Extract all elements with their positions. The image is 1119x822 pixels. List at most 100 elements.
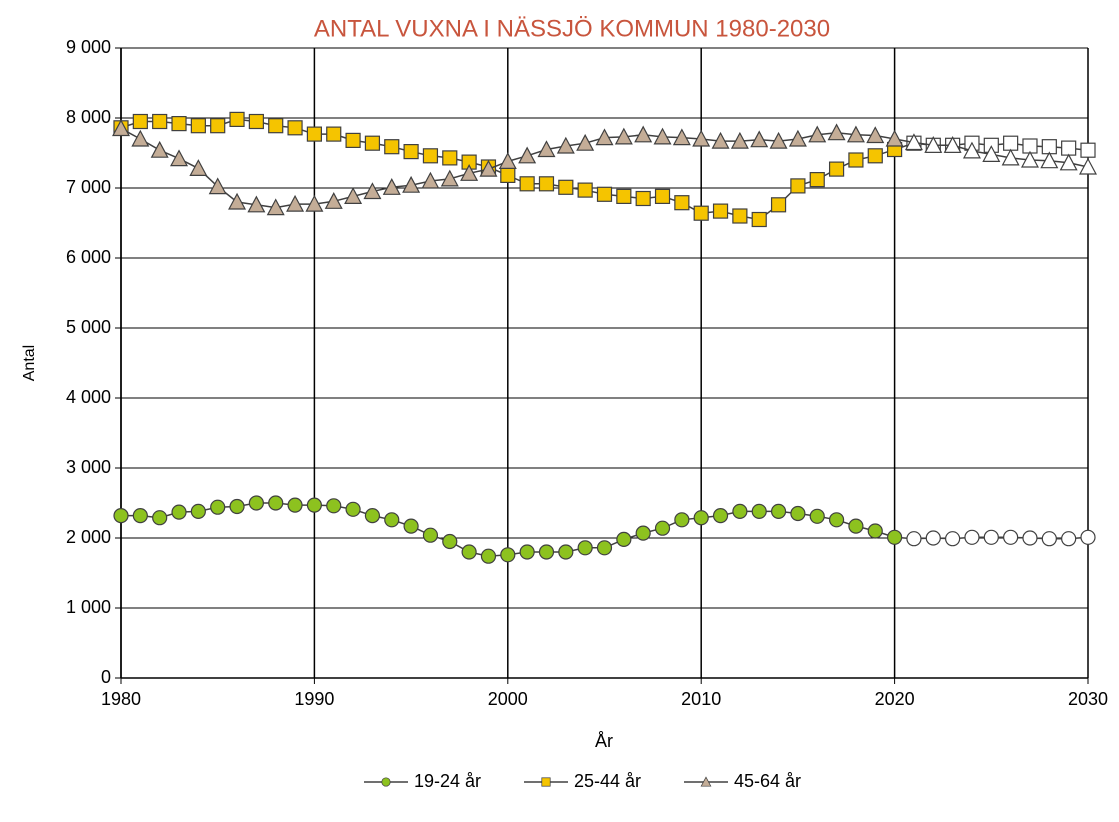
marker bbox=[983, 529, 999, 545]
marker bbox=[189, 159, 208, 176]
marker bbox=[790, 505, 806, 522]
marker bbox=[305, 194, 324, 212]
marker bbox=[616, 188, 632, 204]
marker bbox=[925, 530, 941, 546]
marker bbox=[384, 512, 400, 528]
x-tick-label: 2020 bbox=[875, 689, 915, 709]
marker bbox=[692, 129, 711, 147]
marker bbox=[674, 512, 690, 528]
marker bbox=[286, 194, 305, 212]
marker bbox=[248, 495, 264, 511]
marker bbox=[229, 498, 245, 515]
marker bbox=[306, 126, 322, 142]
marker bbox=[210, 118, 226, 134]
marker bbox=[208, 177, 227, 195]
marker bbox=[345, 501, 361, 517]
marker bbox=[382, 178, 401, 195]
marker bbox=[693, 510, 709, 526]
legend-item: 19-24 år bbox=[364, 771, 481, 791]
x-tick-label: 2010 bbox=[681, 689, 721, 709]
x-tick-label: 2030 bbox=[1068, 689, 1108, 709]
marker bbox=[150, 140, 169, 158]
marker bbox=[653, 127, 672, 145]
marker bbox=[326, 498, 342, 514]
marker bbox=[538, 544, 555, 560]
marker bbox=[538, 176, 555, 192]
marker bbox=[693, 205, 709, 221]
x-tick-label: 1990 bbox=[294, 689, 334, 709]
marker bbox=[730, 131, 749, 149]
marker bbox=[324, 192, 343, 209]
marker bbox=[537, 140, 556, 158]
marker bbox=[479, 159, 498, 177]
marker bbox=[769, 131, 788, 149]
marker bbox=[558, 544, 574, 560]
marker bbox=[751, 503, 767, 519]
marker bbox=[519, 544, 535, 560]
marker bbox=[229, 111, 245, 128]
marker bbox=[886, 529, 903, 545]
marker bbox=[866, 126, 885, 144]
marker bbox=[1079, 157, 1097, 175]
marker bbox=[809, 508, 825, 524]
marker bbox=[1022, 530, 1038, 546]
legend-marker bbox=[700, 776, 712, 787]
marker bbox=[228, 192, 247, 210]
marker bbox=[190, 503, 206, 519]
marker bbox=[577, 540, 593, 556]
marker bbox=[384, 139, 400, 155]
marker bbox=[1080, 142, 1096, 158]
marker bbox=[364, 135, 381, 151]
marker bbox=[674, 195, 690, 211]
marker bbox=[634, 125, 653, 143]
marker bbox=[266, 198, 285, 216]
marker bbox=[827, 123, 846, 141]
marker bbox=[712, 507, 729, 524]
marker bbox=[711, 131, 730, 149]
x-axis-label: År bbox=[595, 731, 613, 751]
legend-item: 45-64 år bbox=[684, 771, 801, 791]
marker bbox=[943, 136, 962, 153]
marker bbox=[287, 120, 303, 136]
marker bbox=[364, 507, 381, 524]
marker bbox=[170, 149, 189, 167]
x-tick-label: 2000 bbox=[488, 689, 528, 709]
y-tick-label: 6 000 bbox=[66, 247, 111, 267]
marker bbox=[113, 507, 129, 524]
marker bbox=[287, 497, 303, 513]
marker bbox=[422, 148, 439, 164]
marker bbox=[1059, 153, 1078, 171]
legend-label: 19-24 år bbox=[414, 771, 481, 791]
marker bbox=[268, 495, 284, 511]
marker bbox=[1080, 529, 1096, 545]
marker bbox=[171, 115, 187, 132]
marker bbox=[247, 195, 266, 213]
marker bbox=[1061, 531, 1077, 547]
marker bbox=[171, 504, 187, 520]
marker bbox=[616, 531, 632, 548]
marker bbox=[268, 118, 284, 134]
marker bbox=[770, 503, 787, 519]
marker bbox=[421, 171, 440, 189]
marker bbox=[596, 186, 613, 202]
legend-label: 45-64 år bbox=[734, 771, 801, 791]
marker bbox=[152, 510, 168, 526]
marker bbox=[345, 132, 361, 148]
y-tick-label: 1 000 bbox=[66, 597, 111, 617]
marker bbox=[654, 520, 671, 536]
marker bbox=[790, 178, 806, 194]
marker bbox=[132, 507, 148, 524]
marker bbox=[558, 179, 574, 195]
y-tick-label: 4 000 bbox=[66, 387, 111, 407]
marker bbox=[556, 136, 575, 154]
x-tick-label: 1980 bbox=[101, 689, 141, 709]
marker bbox=[442, 533, 458, 550]
marker bbox=[904, 133, 923, 151]
marker bbox=[500, 547, 516, 563]
marker bbox=[962, 141, 981, 159]
marker bbox=[595, 128, 614, 146]
marker bbox=[982, 145, 1001, 162]
marker bbox=[152, 113, 168, 130]
marker bbox=[577, 182, 593, 198]
marker bbox=[112, 119, 130, 137]
